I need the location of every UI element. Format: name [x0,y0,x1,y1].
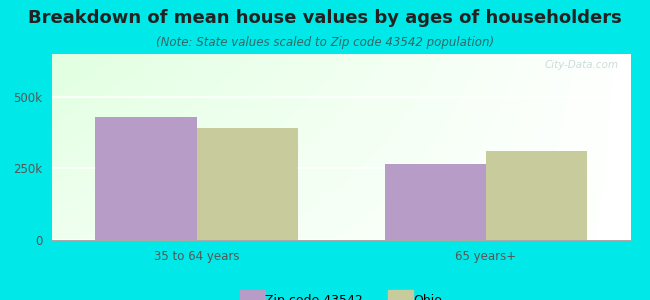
Bar [385,164,486,240]
Bar [96,117,196,240]
Text: Breakdown of mean house values by ages of householders: Breakdown of mean house values by ages o… [28,9,622,27]
Text: City-Data.com: City-Data.com [545,60,619,70]
Bar [486,151,587,240]
Text: (Note: State values scaled to Zip code 43542 population): (Note: State values scaled to Zip code 4… [156,36,494,49]
Bar [196,128,298,240]
Legend: Zip code 43542, Ohio: Zip code 43542, Ohio [235,289,447,300]
